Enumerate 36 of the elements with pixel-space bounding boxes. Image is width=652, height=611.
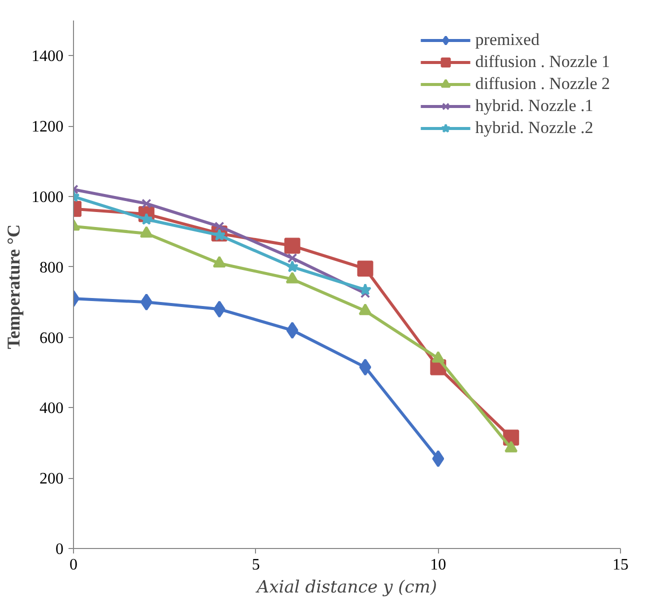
- y-tick-label: 1400: [32, 48, 64, 66]
- point: [284, 238, 300, 254]
- y-tick-label: 1200: [32, 118, 64, 136]
- y-tick-label: 200: [40, 470, 64, 488]
- point: [359, 358, 372, 376]
- point: [213, 300, 226, 318]
- legend-label: diffusion . Nozzle 2: [475, 74, 610, 94]
- point: [358, 304, 372, 316]
- y-axis-title: Temperature °C: [4, 224, 24, 350]
- point: [286, 322, 298, 339]
- point: [287, 253, 298, 263]
- legend-label: hybrid. Nozzle .2: [475, 118, 594, 138]
- y-tick-label: 600: [40, 330, 64, 347]
- y-tick-label: 400: [40, 400, 64, 418]
- point: [142, 198, 152, 208]
- x-tick-label: 0: [70, 556, 78, 574]
- point: [214, 222, 224, 232]
- x-tick-label: 5: [252, 556, 260, 574]
- point: [212, 256, 226, 268]
- y-tick-label: 800: [40, 259, 64, 276]
- point: [140, 226, 153, 238]
- legend-label: premixed: [475, 30, 540, 50]
- point: [432, 450, 444, 468]
- point: [432, 351, 445, 363]
- x-tick-label: 10: [430, 556, 446, 574]
- point: [286, 260, 299, 272]
- y-tick-label: 1000: [32, 189, 64, 206]
- point: [140, 294, 152, 311]
- y-tick-label: 0: [56, 541, 64, 558]
- x-axis-title: Axial distance y (cm): [254, 578, 438, 598]
- point: [286, 272, 299, 284]
- point: [504, 440, 518, 452]
- x-tick-label: 15: [612, 556, 628, 574]
- point: [357, 260, 374, 277]
- legend-label: hybrid. Nozzle .1: [475, 96, 594, 116]
- legend-label: diffusion . Nozzle 1: [475, 52, 610, 72]
